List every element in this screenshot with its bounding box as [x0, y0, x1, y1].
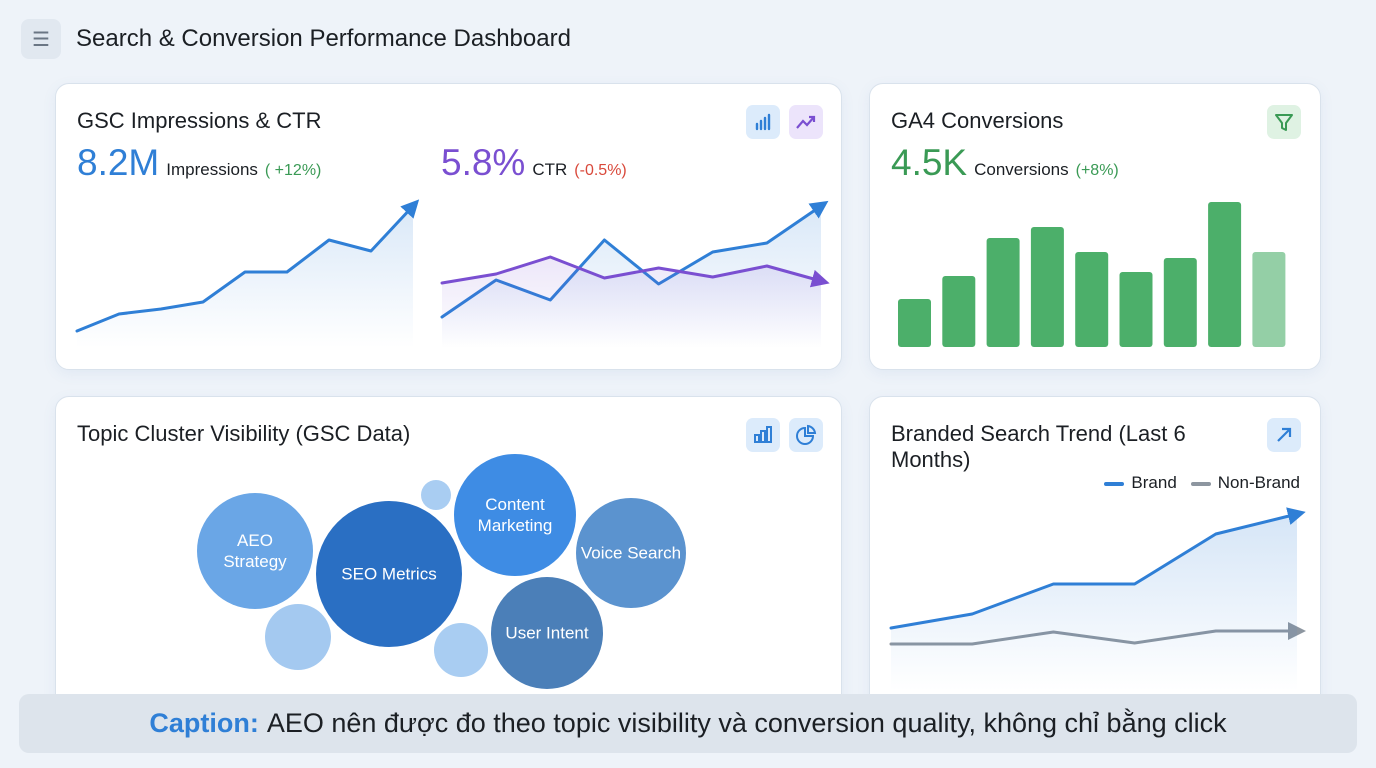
bubble-label: Voice Search — [580, 543, 682, 563]
topic-bubble — [197, 493, 313, 609]
topic-bubble — [434, 623, 488, 677]
bar-chart-icon — [755, 113, 771, 131]
legend-label: Non-Brand — [1217, 473, 1300, 492]
branded-search-card: Branded Search Trend (Last 6 Months) Bra… — [869, 396, 1321, 716]
card-title: Branded Search Trend (Last 6 Months) — [891, 421, 1186, 472]
conversion-bar — [986, 238, 1020, 347]
impressions-change: ( +12%) — [264, 162, 322, 179]
conversion-bar — [898, 299, 931, 347]
arrow-up-right-icon — [1277, 427, 1292, 442]
expand-button[interactable] — [1267, 418, 1301, 452]
card-title: GSC Impressions & CTR — [77, 108, 322, 133]
ctr-purple-line — [440, 255, 830, 288]
caption-bar: Caption: AEO nên được đo theo topic visi… — [19, 694, 1357, 753]
legend-brand: Brand — [1104, 473, 1177, 493]
ctr-label: CTR — [532, 160, 568, 179]
bar-chart-button[interactable] — [746, 105, 780, 139]
conversions-value: 4.5K — [891, 142, 968, 183]
legend-non-brand: Non-Brand — [1190, 473, 1300, 493]
filter-icon — [1275, 114, 1293, 131]
conversions-change: (+8%) — [1075, 162, 1119, 179]
conversion-bar — [1208, 202, 1242, 347]
bubble-label: User Intent — [505, 623, 589, 643]
ctr-kpi: 5.8% CTR (-0.5%) — [441, 142, 627, 184]
gsc-impressions-ctr-card: GSC Impressions & CTR 8.2M Impressions (… — [55, 83, 842, 370]
topic-bubble — [491, 577, 603, 689]
topic-bubble — [421, 480, 451, 510]
impressions-area — [77, 206, 413, 348]
list-icon: ☰ — [32, 28, 50, 51]
card-title: Topic Cluster Visibility (GSC Data) — [77, 421, 411, 446]
trending-up-icon — [796, 115, 816, 129]
impressions-label: Impressions — [166, 160, 258, 179]
conversion-bar — [1163, 258, 1197, 347]
filter-button[interactable] — [1267, 105, 1301, 139]
pie-chart-icon — [796, 424, 817, 445]
topic-cluster-card: Topic Cluster Visibility (GSC Data) AEO … — [55, 396, 842, 716]
trend-button[interactable] — [789, 105, 823, 139]
caption-text: AEO nên được đo theo topic visibility và… — [266, 708, 1227, 738]
conversion-bar — [942, 276, 976, 347]
bubble-label: AEO Strategy — [223, 531, 287, 571]
conversions-label: Conversions — [974, 160, 1069, 179]
gsc-charts — [75, 199, 830, 348]
brand-area — [891, 514, 1297, 691]
pie-chart-button[interactable] — [789, 418, 823, 452]
brand-trend-chart — [889, 507, 1306, 691]
legend: Brand Non-Brand — [1104, 473, 1300, 493]
topic-bubble-chart — [197, 454, 686, 689]
conversions-bar-chart — [898, 202, 1286, 347]
bubble-label: SEO Metrics — [341, 564, 437, 584]
page-title: Search & Conversion Performance Dashboar… — [76, 25, 571, 52]
conversion-bar — [1252, 252, 1286, 347]
conversion-bar — [1075, 252, 1109, 347]
menu-button[interactable]: ☰ — [21, 19, 61, 59]
conversion-bar — [1119, 272, 1153, 347]
legend-label: Brand — [1131, 473, 1177, 492]
topic-bubble — [454, 454, 576, 576]
ctr-value: 5.8% — [441, 142, 526, 183]
caption-label: Caption: — [149, 708, 259, 738]
card-title: GA4 Conversions — [891, 108, 1064, 133]
ctr-change: (-0.5%) — [574, 162, 627, 179]
bubble-label: Content Marketing — [477, 495, 553, 535]
conversions-kpi: 4.5K Conversions (+8%) — [891, 142, 1119, 184]
conversion-bar — [1030, 227, 1064, 347]
ga4-conversions-card: GA4 Conversions 4.5K Conversions (+8%) — [869, 83, 1321, 370]
brand-line — [889, 507, 1306, 630]
ctr-purple-area — [442, 257, 821, 348]
topic-bubble — [265, 604, 331, 670]
impressions-kpi: 8.2M Impressions ( +12%) — [77, 142, 321, 184]
topic-bubble — [576, 498, 686, 608]
impressions-line — [75, 199, 420, 333]
bar-chart-button[interactable] — [746, 418, 780, 452]
impressions-value: 8.2M — [77, 142, 160, 183]
bar-chart-icon — [754, 426, 772, 443]
topic-bubble — [316, 501, 462, 647]
